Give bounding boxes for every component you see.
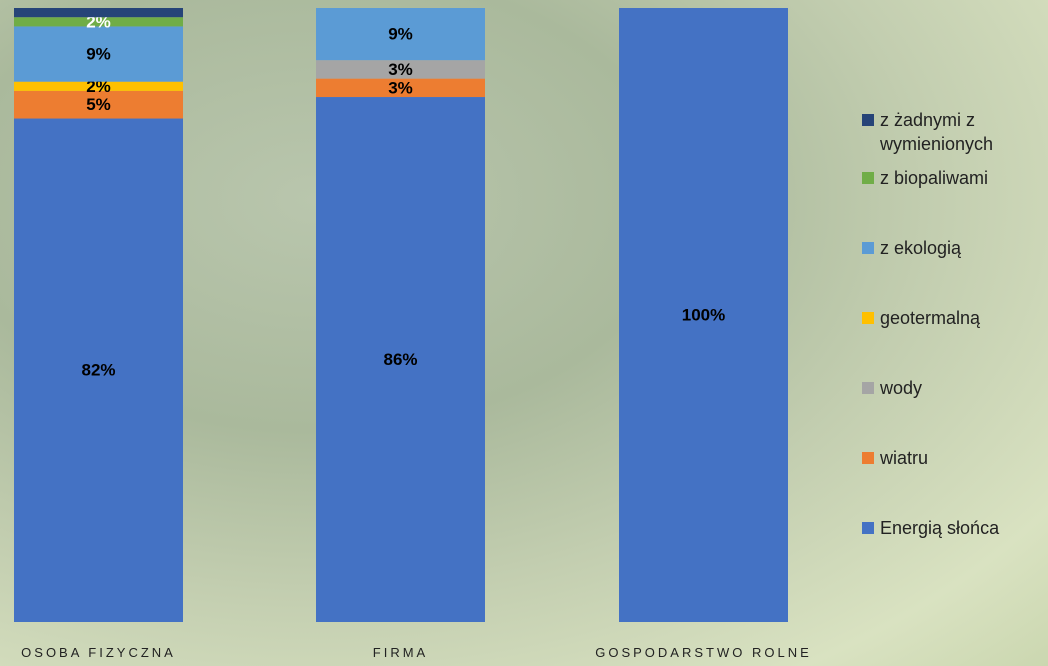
value-label: 3%	[388, 78, 413, 97]
bar-segment	[316, 78, 485, 98]
legend-swatch	[862, 452, 874, 464]
legend-item: Energią słońca	[862, 516, 999, 540]
legend-item: z biopaliwami	[862, 166, 988, 190]
value-label: 82%	[81, 361, 115, 380]
legend-item: z żadnymi z wymienionych	[862, 108, 1040, 156]
value-label: 9%	[388, 25, 413, 44]
bar-segment	[14, 118, 183, 623]
bar-segment	[14, 81, 183, 91]
value-label: 3%	[388, 60, 413, 79]
bar-segment	[14, 17, 183, 27]
legend-swatch	[862, 382, 874, 394]
legend-label: z żadnymi z wymienionych	[880, 110, 994, 154]
legend-label: z biopaliwami	[880, 168, 989, 188]
legend-swatch	[862, 172, 874, 184]
bar-segment	[14, 90, 183, 119]
legend-label: geotermalną	[880, 308, 981, 328]
x-tick-label: FIRMA	[373, 645, 428, 660]
bar-segment	[619, 8, 788, 622]
legend-swatch	[862, 242, 874, 254]
bar-segment	[14, 26, 183, 82]
legend-swatch	[862, 114, 874, 126]
value-label: 9%	[86, 45, 111, 64]
legend-item: geotermalną	[862, 306, 980, 330]
legend-label: z ekologią	[880, 238, 962, 258]
bar-segment	[316, 60, 485, 79]
legend-item: z ekologią	[862, 236, 961, 260]
legend-swatch	[862, 312, 874, 324]
bar-segment	[316, 8, 485, 61]
legend-label: wody	[880, 378, 923, 398]
legend-item: wiatru	[862, 446, 928, 470]
bar-segment	[14, 8, 183, 18]
bar-segment	[316, 97, 485, 622]
legend-swatch	[862, 522, 874, 534]
value-label: 86%	[383, 350, 417, 369]
value-label: 5%	[86, 95, 111, 114]
value-label: 100%	[682, 305, 725, 324]
legend-label: Energią słońca	[880, 518, 1000, 538]
x-tick-label: GOSPODARSTWO ROLNE	[595, 645, 812, 660]
legend-item: wody	[862, 376, 922, 400]
legend-label: wiatru	[880, 448, 929, 468]
x-tick-label: OSOBA FIZYCZNA	[21, 645, 176, 660]
